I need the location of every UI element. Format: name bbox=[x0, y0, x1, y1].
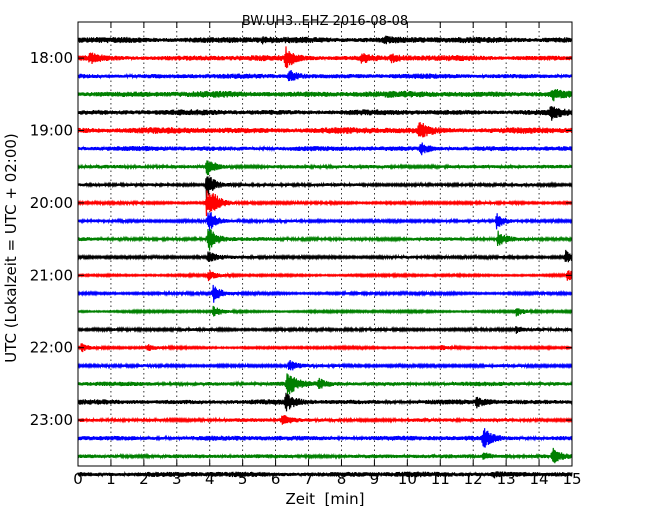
x-tick-label-5: 5 bbox=[238, 470, 248, 488]
y-tick-label-1900: 19:00 bbox=[30, 122, 73, 140]
trace-2200 bbox=[77, 343, 573, 353]
trace-1900 bbox=[77, 122, 573, 138]
vertical-gridlines bbox=[110, 22, 540, 466]
axis-ticks: 0 1 2 3 4 5 6 7 8 9 10 11 12 13 14 1518:0019:0020:0021:… bbox=[30, 22, 582, 488]
trace-2315 bbox=[77, 428, 573, 448]
trace-2230 bbox=[77, 373, 573, 396]
x-tick-label-2: 2 bbox=[139, 470, 149, 488]
y-tick-label-2000: 20:00 bbox=[30, 194, 73, 212]
trace-2300 bbox=[77, 415, 573, 425]
x-tick-label-4: 4 bbox=[205, 470, 215, 488]
trace-1845 bbox=[77, 106, 573, 121]
x-tick-label-6: 6 bbox=[271, 470, 281, 488]
trace-2100 bbox=[77, 270, 573, 282]
trace-group bbox=[77, 35, 573, 479]
trace-2115 bbox=[77, 284, 573, 303]
trace-1915 bbox=[77, 142, 573, 156]
trace-2000 bbox=[77, 190, 573, 217]
x-tick-label-7: 7 bbox=[304, 470, 314, 488]
x-tick-label-3: 3 bbox=[172, 470, 182, 488]
x-tick-label-12: 12 bbox=[464, 470, 483, 488]
x-tick-label-11: 11 bbox=[431, 470, 450, 488]
trace-2015 bbox=[77, 212, 573, 232]
trace-1930 bbox=[77, 160, 573, 176]
x-tick-label-15: 15 bbox=[562, 470, 581, 488]
trace-2330 bbox=[77, 447, 573, 464]
y-tick-label-2100: 21:00 bbox=[30, 266, 73, 284]
trace-1745 bbox=[77, 35, 573, 45]
trace-1815 bbox=[77, 70, 573, 82]
x-tick-label-1: 1 bbox=[106, 470, 116, 488]
trace-1800 bbox=[77, 46, 573, 69]
trace-1830 bbox=[77, 89, 573, 102]
x-tick-label-13: 13 bbox=[497, 470, 516, 488]
trace-2215 bbox=[77, 360, 573, 371]
y-tick-label-2200: 22:00 bbox=[30, 339, 73, 357]
y-axis-label: UTC (Lokalzeit = UTC + 02:00) bbox=[2, 133, 20, 363]
y-tick-label-2300: 23:00 bbox=[30, 411, 73, 429]
y-tick-label-1800: 18:00 bbox=[30, 49, 73, 67]
trace-2045 bbox=[77, 249, 573, 263]
x-tick-label-9: 9 bbox=[370, 470, 380, 488]
x-axis-label: Zeit [min] bbox=[285, 490, 364, 508]
x-tick-label-8: 8 bbox=[337, 470, 347, 488]
trace-2245 bbox=[77, 392, 573, 412]
trace-2030 bbox=[77, 228, 573, 251]
trace-2345 bbox=[77, 470, 573, 479]
trace-2145 bbox=[77, 325, 573, 334]
plot-frame bbox=[77, 21, 573, 467]
trace-1945 bbox=[77, 176, 573, 200]
x-tick-label-14: 14 bbox=[530, 470, 549, 488]
x-tick-label-10: 10 bbox=[398, 470, 417, 488]
x-tick-label-0: 0 bbox=[73, 470, 83, 488]
trace-2130 bbox=[77, 305, 573, 317]
